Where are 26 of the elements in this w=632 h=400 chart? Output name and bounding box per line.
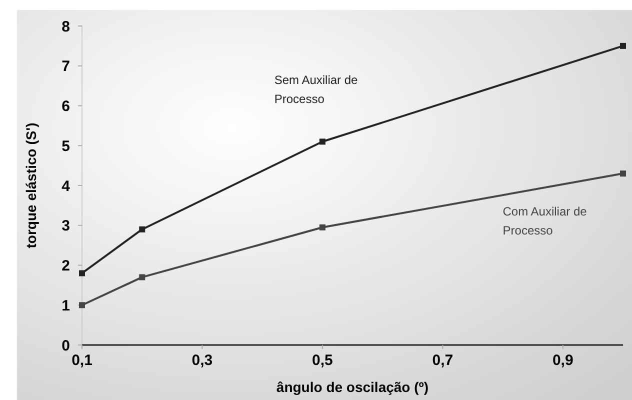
y-tick-label: 7 xyxy=(62,58,70,76)
series-label: Com Auxiliar de Processo xyxy=(502,204,588,238)
point xyxy=(620,170,626,177)
x-tick-label: 0,3 xyxy=(192,352,213,369)
x-tick-label: 0,1 xyxy=(72,352,92,369)
y-tick-label: 6 xyxy=(62,98,70,115)
point xyxy=(139,226,146,232)
y-tick-label: 8 xyxy=(62,18,70,36)
x-tick-label: 0,7 xyxy=(432,352,454,369)
point xyxy=(139,274,146,280)
y-tick-label: 0 xyxy=(62,337,70,354)
x-tick-label: 0,5 xyxy=(312,352,333,369)
point xyxy=(319,138,326,145)
point xyxy=(620,42,626,49)
x-tick-label: 0,9 xyxy=(552,352,574,369)
series-label: Sem Auxiliar de Processo xyxy=(274,72,358,106)
y-axis-title: torque elástico (S') xyxy=(23,122,39,248)
point xyxy=(79,270,85,276)
point xyxy=(79,302,85,308)
y-tick-label: 3 xyxy=(62,218,70,235)
point xyxy=(319,224,326,230)
y-tick-label: 2 xyxy=(62,258,70,274)
x-axis-title: ângulo de oscilação (º) xyxy=(276,379,429,395)
y-tick-label: 1 xyxy=(62,297,70,314)
y-tick-label: 5 xyxy=(62,138,70,155)
y-tick-label: 4 xyxy=(62,178,71,195)
